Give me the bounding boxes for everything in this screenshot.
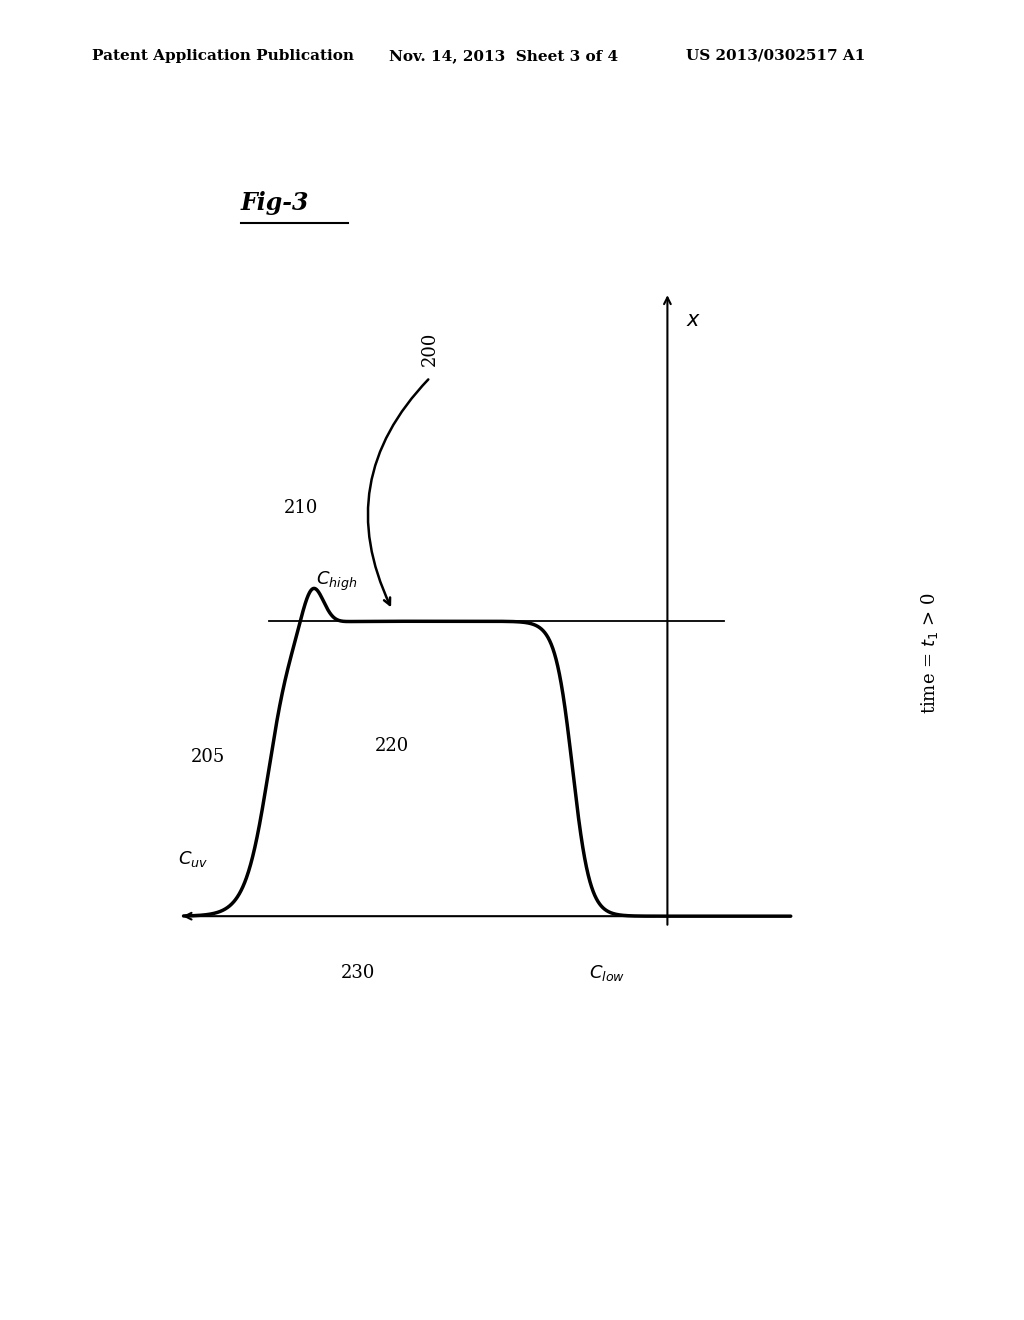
Text: $C_{high}$: $C_{high}$ <box>316 570 357 593</box>
Text: Fig-3: Fig-3 <box>241 191 309 215</box>
Text: Nov. 14, 2013  Sheet 3 of 4: Nov. 14, 2013 Sheet 3 of 4 <box>389 49 618 63</box>
Text: 230: 230 <box>341 964 376 982</box>
Text: 200: 200 <box>421 331 439 366</box>
Text: 205: 205 <box>191 748 225 767</box>
Text: $C_{uv}$: $C_{uv}$ <box>178 850 208 870</box>
Text: 210: 210 <box>284 499 318 517</box>
Text: Patent Application Publication: Patent Application Publication <box>92 49 354 63</box>
Text: 220: 220 <box>375 737 410 755</box>
Text: $\mathit{x}$: $\mathit{x}$ <box>686 312 701 330</box>
Text: time = $t_1$ > 0: time = $t_1$ > 0 <box>920 593 940 714</box>
Text: US 2013/0302517 A1: US 2013/0302517 A1 <box>686 49 865 63</box>
Text: $C_{low}$: $C_{low}$ <box>589 962 625 983</box>
